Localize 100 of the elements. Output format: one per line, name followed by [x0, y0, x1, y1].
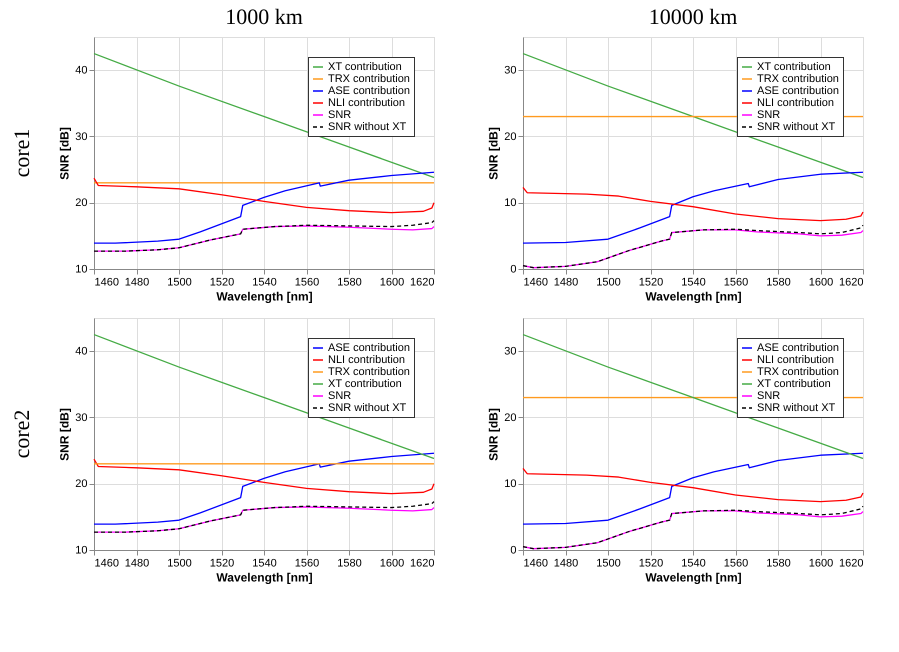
x-tick-label: 1620 — [839, 276, 864, 288]
legend-label: TRX contribution — [328, 366, 410, 378]
x-tick-label: 1460 — [94, 276, 119, 288]
x-tick-label: 1540 — [252, 558, 277, 570]
chart-title: 10000 km — [648, 4, 738, 29]
x-tick-label: 1520 — [638, 276, 664, 288]
legend-label: SNR — [328, 109, 352, 121]
x-tick-label: 1480 — [554, 558, 578, 570]
legend-label: ASE contribution — [328, 85, 410, 97]
line-series — [93, 452, 435, 525]
x-tick-label: 1580 — [337, 276, 362, 288]
line-series — [522, 452, 864, 525]
legend-label: NLI contribution — [328, 354, 406, 366]
x-axis-title: Wavelength [nm] — [645, 570, 742, 584]
y-tick-label: 30 — [504, 346, 516, 358]
y-axis-title: SNR [dB] — [57, 127, 72, 180]
legend-label: XT contribution — [757, 378, 831, 390]
x-tick-label: 1600 — [808, 558, 834, 570]
y-tick-label: 10 — [75, 544, 88, 556]
x-axis-title: Wavelength [nm] — [216, 570, 313, 584]
y-axis-title: SNR [dB] — [486, 408, 500, 461]
x-tick-label: 1620 — [410, 558, 434, 570]
x-tick-label: 1520 — [638, 558, 664, 570]
x-tick-label: 1480 — [554, 276, 578, 288]
y-tick-label: 40 — [75, 64, 88, 77]
legend-label: SNR without XT — [757, 402, 836, 414]
y-tick-label: 20 — [75, 197, 88, 210]
legend-label: SNR — [757, 390, 780, 402]
line-series — [522, 334, 864, 460]
y-tick-label: 10 — [504, 478, 516, 490]
x-tick-label: 1540 — [252, 276, 277, 288]
x-tick-label: 1580 — [766, 558, 791, 570]
y-tick-label: 0 — [510, 544, 516, 556]
x-tick-label: 1620 — [410, 276, 434, 288]
x-tick-label: 1620 — [839, 558, 864, 570]
x-tick-label: 1460 — [524, 276, 548, 288]
x-tick-label: 1560 — [724, 558, 748, 570]
legend-label: ASE contribution — [757, 342, 839, 354]
x-tick-label: 1600 — [380, 558, 404, 570]
x-tick-label: 1560 — [294, 558, 320, 570]
y-axis-title: SNR [dB] — [486, 127, 500, 180]
legend-label: ASE contribution — [328, 342, 410, 354]
x-tick-label: 1560 — [724, 276, 748, 288]
x-tick-label: 1500 — [167, 558, 192, 570]
x-tick-label: 1580 — [766, 276, 791, 288]
legend-label: TRX contribution — [757, 366, 839, 378]
y-tick-label: 20 — [504, 130, 516, 143]
x-tick-label: 1600 — [808, 276, 834, 288]
line-series — [93, 52, 435, 178]
x-tick-label: 1500 — [167, 276, 192, 288]
x-tick-label: 1520 — [210, 558, 234, 570]
x-tick-label: 1460 — [94, 558, 119, 570]
y-tick-label: 20 — [504, 412, 516, 424]
y-tick-label: 0 — [510, 264, 516, 276]
x-axis-title: Wavelength [nm] — [645, 290, 742, 304]
y-tick-label: 20 — [75, 478, 88, 490]
line-series — [93, 458, 435, 494]
x-tick-label: 1540 — [681, 558, 706, 570]
line-series — [93, 172, 435, 244]
x-tick-label: 1480 — [124, 276, 150, 288]
line-series — [522, 468, 864, 502]
y-tick-label: 10 — [75, 264, 88, 276]
y-tick-label: 30 — [75, 412, 88, 424]
legend-label: SNR without XT — [757, 121, 836, 133]
text: core1 — [9, 128, 34, 178]
x-tick-label: 1500 — [596, 558, 621, 570]
x-tick-label: 1520 — [210, 276, 234, 288]
legend-label: XT contribution — [328, 61, 402, 73]
line-series — [93, 178, 435, 214]
y-tick-label: 30 — [75, 130, 88, 143]
y-tick-label: 40 — [75, 346, 88, 358]
legend-label: XT contribution — [328, 378, 402, 390]
y-tick-label: 10 — [504, 197, 516, 210]
legend-label: TRX contribution — [757, 73, 839, 85]
chart-title: 1000 km — [225, 4, 303, 29]
y-axis-title: SNR [dB] — [57, 408, 72, 461]
line-series — [522, 52, 864, 178]
line-series — [93, 334, 435, 460]
legend-label: SNR — [757, 109, 780, 121]
legend-label: NLI contribution — [757, 354, 834, 366]
line-series — [93, 220, 435, 252]
legend-label: SNR without XT — [328, 121, 407, 133]
x-axis-title: Wavelength [nm] — [216, 290, 313, 304]
x-tick-label: 1600 — [380, 276, 404, 288]
x-tick-label: 1560 — [294, 276, 320, 288]
legend-label: NLI contribution — [328, 97, 406, 109]
legend-label: TRX contribution — [328, 73, 410, 85]
x-tick-label: 1460 — [524, 558, 548, 570]
legend-label: XT contribution — [757, 61, 831, 73]
line-series — [522, 172, 864, 244]
text: core2 — [9, 410, 34, 458]
legend-label: NLI contribution — [757, 97, 834, 109]
legend-label: ASE contribution — [757, 85, 839, 97]
line-series — [522, 186, 864, 222]
legend-label: SNR — [328, 390, 352, 402]
x-tick-label: 1580 — [337, 558, 362, 570]
line-series — [93, 500, 435, 533]
y-tick-label: 30 — [504, 64, 516, 77]
x-tick-label: 1480 — [124, 558, 150, 570]
x-tick-label: 1540 — [681, 276, 706, 288]
